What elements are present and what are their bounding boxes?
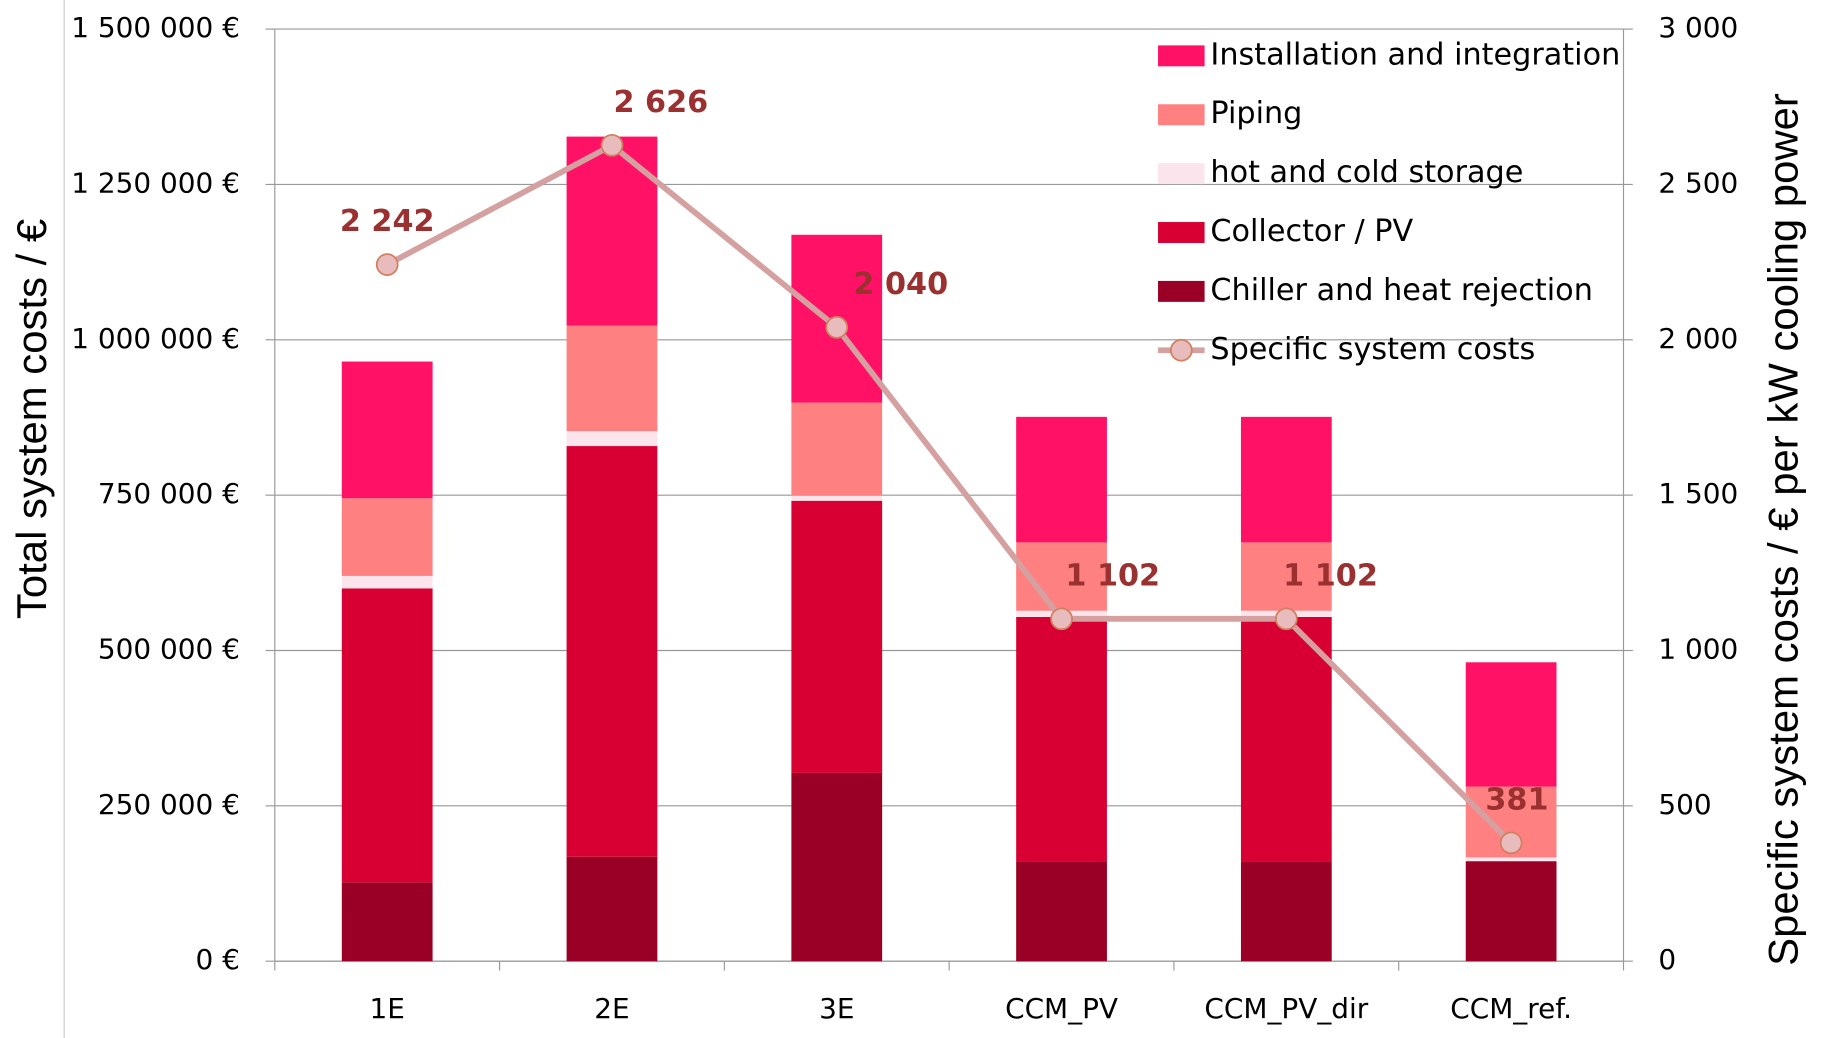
line-marker	[1274, 607, 1298, 631]
x-tick-label: CCM_ref.	[1450, 992, 1572, 1025]
y2-tick-label: 500	[1658, 788, 1711, 821]
y2-tick-label: 0	[1658, 943, 1676, 976]
y2-tick-label: 2 000	[1658, 322, 1738, 355]
bar-segment	[1240, 542, 1332, 611]
y-tick-label: 1 000 000 €	[71, 322, 240, 355]
y-tick-label: 250 000 €	[98, 788, 240, 821]
legend-label: Specific system costs	[1210, 332, 1535, 367]
bar-segment	[1016, 616, 1107, 862]
line-marker	[600, 133, 624, 157]
x-tick-label: 3E	[819, 992, 854, 1025]
x-tick-label: 2E	[594, 992, 629, 1025]
bar-segment	[791, 772, 883, 962]
bar-segment	[1465, 857, 1557, 862]
bar-segment	[791, 500, 883, 773]
line-marker	[375, 253, 399, 276]
bar-segment	[1240, 416, 1332, 543]
bar-segment	[1016, 416, 1107, 543]
bar-segment	[1016, 861, 1107, 962]
line-marker	[825, 316, 849, 339]
y-tick-label: 750 000 €	[98, 477, 240, 510]
bar-segment	[1240, 861, 1332, 962]
legend-swatch	[1158, 104, 1205, 126]
bar-segment	[341, 882, 433, 962]
data-label: 1 102	[1283, 558, 1378, 593]
data-label: 2 242	[340, 204, 435, 239]
y2-tick-label: 3 000	[1658, 11, 1738, 44]
bar-segment	[1465, 861, 1557, 962]
line-marker	[1050, 607, 1073, 631]
y2-tick-label: 1 500	[1658, 477, 1738, 510]
bar-segment	[1465, 662, 1557, 787]
y2-tick-label: 1 000	[1658, 632, 1738, 665]
y-tick-label: 1 500 000 €	[71, 11, 240, 44]
data-label: 2 626	[613, 85, 708, 120]
line	[385, 141, 1514, 845]
x-tick-label: CCM_PV	[1005, 992, 1118, 1025]
legend-swatch	[1158, 280, 1205, 302]
bar-segment	[341, 588, 433, 883]
data-label: 381	[1485, 782, 1548, 817]
x-tick-label: CCM_PV_dir	[1204, 992, 1368, 1025]
bar-segment	[341, 498, 433, 576]
data-label: 2 040	[853, 267, 948, 302]
x-tick-label: 1E	[370, 992, 405, 1025]
legend-marker	[1169, 338, 1193, 362]
bar-segment	[1240, 616, 1332, 862]
line-marker	[1499, 831, 1523, 855]
bar-segment	[341, 575, 433, 589]
y-tick-label: 500 000 €	[98, 632, 240, 665]
data-label: 1 102	[1065, 558, 1160, 593]
bar-segment	[341, 361, 433, 499]
legend-swatch	[1158, 45, 1205, 67]
y-tick-label: 1 250 000 €	[71, 166, 240, 199]
legend-label: Chiller and heat rejection	[1210, 273, 1592, 308]
bar-segment	[791, 495, 883, 501]
bar-segment	[791, 402, 883, 496]
bar-segment	[566, 446, 658, 857]
legend-label: Piping	[1210, 96, 1302, 131]
y-tick-label: 0 €	[196, 943, 240, 976]
bar-segment	[566, 431, 658, 447]
bar-segment	[566, 325, 658, 432]
legend-label: Collector / PV	[1210, 214, 1413, 249]
legend-label: hot and cold storage	[1210, 155, 1523, 190]
legend-label: Installation and integration	[1210, 37, 1620, 72]
bar-segment	[566, 856, 658, 962]
legend-swatch	[1158, 163, 1205, 185]
y2-axis-title: Specific system costs / € per kW cooling…	[1759, 93, 1806, 966]
y-axis-title: Total system costs / €	[8, 219, 55, 619]
legend-swatch	[1158, 222, 1205, 243]
y2-tick-label: 2 500	[1658, 166, 1738, 199]
